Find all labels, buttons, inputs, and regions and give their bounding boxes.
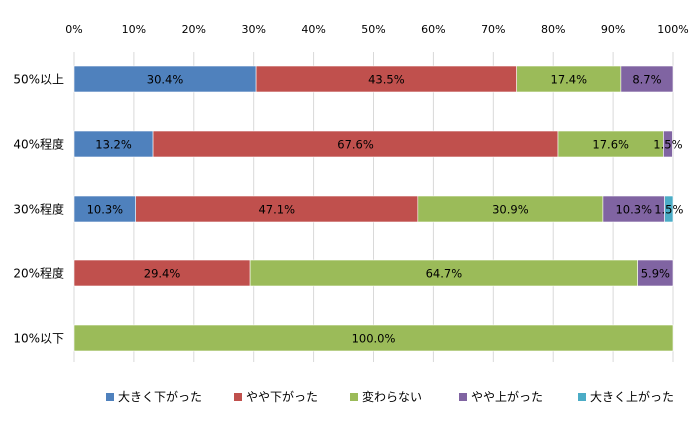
x-tick-label: 60%	[421, 23, 445, 36]
bar-data-label: 67.6%	[337, 138, 374, 152]
bar-data-label: 1.5%	[653, 138, 682, 152]
x-tick-label: 40%	[301, 23, 325, 36]
category-label: 50%以上	[13, 73, 64, 87]
bar-segment	[135, 195, 419, 223]
legend-label: 大きく上がった	[590, 389, 674, 404]
bar-data-label: 13.2%	[95, 138, 132, 152]
x-axis-tick-labels: 0% 10% 20% 30% 40% 50% 60% 70% 80% 90% 100%	[65, 23, 688, 36]
x-tick-label: 90%	[601, 23, 625, 36]
legend-swatch	[234, 393, 242, 401]
legend: 大きく下がった やや下がった 変わらない やや上がった 大きく上がった	[106, 389, 674, 404]
legend-swatch	[459, 393, 467, 401]
bar-segment	[417, 195, 604, 223]
bar-data-label: 1.5%	[654, 203, 683, 217]
x-tick-label: 80%	[541, 23, 565, 36]
legend-label: やや下がった	[246, 389, 318, 404]
bar-data-label: 8.7%	[632, 73, 661, 87]
category-label: 10%以下	[13, 332, 64, 346]
category-label: 20%程度	[13, 266, 64, 281]
bar-segment	[152, 130, 559, 158]
category-label: 30%程度	[13, 202, 64, 217]
x-tick-label: 0%	[65, 23, 82, 36]
bars: 30.4% 43.5% 17.4% 8.7%13.2% 67.6% 17.6% 1.5%10…	[73, 65, 683, 352]
x-tick-label: 10%	[122, 23, 146, 36]
bar-segment	[73, 130, 154, 158]
legend-label: 大きく下がった	[118, 389, 202, 404]
x-tick-label: 30%	[241, 23, 265, 36]
bar-segment	[73, 324, 674, 352]
y-axis-category-labels: 50%以上 40%程度 30%程度 20%程度 10%以下	[13, 73, 64, 346]
bar-data-label: 64.7%	[426, 267, 463, 281]
legend-label: やや上がった	[471, 389, 543, 404]
bar-segment	[73, 65, 257, 93]
bar-data-label: 100.0%	[352, 332, 396, 346]
x-tick-label: 100%	[657, 23, 688, 36]
x-tick-label: 50%	[361, 23, 385, 36]
bar-data-label: 17.6%	[592, 138, 629, 152]
bar-data-label: 10.3%	[615, 203, 652, 217]
bar-data-label: 47.1%	[258, 203, 295, 217]
bar-data-label: 10.3%	[87, 203, 124, 217]
x-tick-label: 20%	[182, 23, 206, 36]
bar-data-label: 29.4%	[144, 267, 181, 281]
legend-label: 変わらない	[362, 389, 422, 404]
bar-data-label: 30.9%	[492, 203, 529, 217]
bar-segment	[73, 259, 251, 287]
category-label: 40%程度	[13, 137, 64, 152]
bar-segment	[663, 130, 673, 158]
bar-data-label: 43.5%	[368, 73, 405, 87]
bar-segment	[255, 65, 517, 93]
x-tick-label: 70%	[481, 23, 505, 36]
bar-segment	[73, 195, 136, 223]
bar-segment	[664, 195, 674, 223]
bar-data-label: 17.4%	[551, 73, 588, 87]
legend-swatch	[106, 393, 114, 401]
legend-swatch	[578, 393, 586, 401]
bar-segment	[557, 130, 664, 158]
bar-segment	[602, 195, 665, 223]
bar-segment	[637, 259, 674, 287]
bar-data-label: 30.4%	[147, 73, 184, 87]
bar-segment	[620, 65, 674, 93]
bar-data-label: 5.9%	[641, 267, 670, 281]
legend-swatch	[350, 393, 358, 401]
bar-segment	[249, 259, 638, 287]
